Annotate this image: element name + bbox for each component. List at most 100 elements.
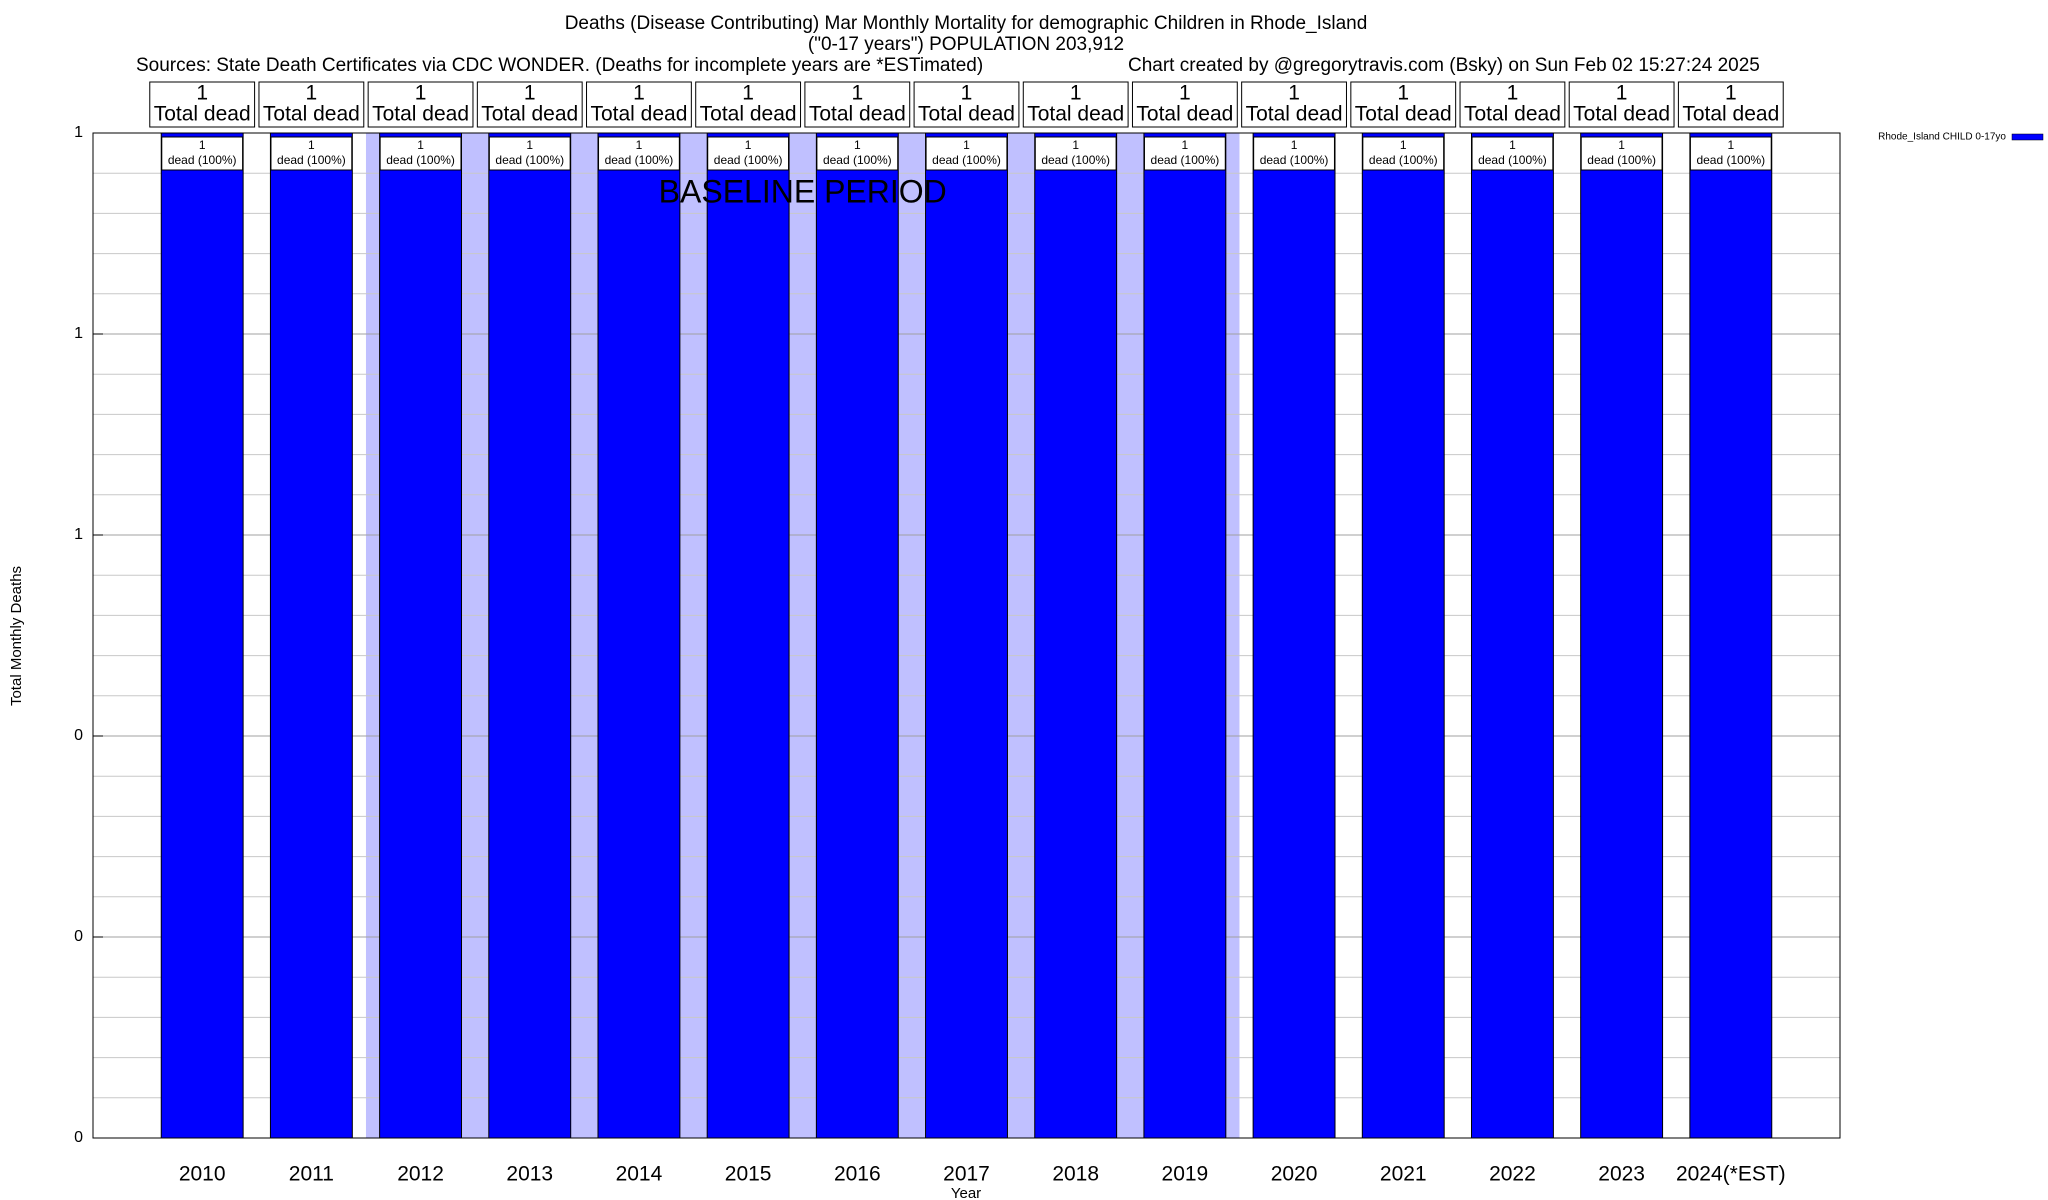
bar bbox=[925, 132, 1008, 1139]
chart-subtitle: ("0-17 years") POPULATION 203,912 bbox=[808, 34, 1124, 55]
bar-label-text: dead (100%) bbox=[1696, 153, 1765, 167]
bar bbox=[706, 132, 790, 1139]
total-value: 1 bbox=[742, 82, 754, 105]
legend-swatch bbox=[2011, 133, 2044, 141]
total-text: Total dead bbox=[809, 103, 906, 126]
bar-label-text: dead (100%) bbox=[386, 153, 455, 167]
bar-label-box bbox=[1034, 136, 1117, 171]
bar-label-box bbox=[816, 136, 899, 171]
bar-label-box bbox=[488, 136, 571, 171]
sources: Sources: State Death Certificates via CD… bbox=[136, 55, 983, 76]
total-value: 1 bbox=[1616, 82, 1628, 105]
y-tick-label: 1 bbox=[74, 124, 83, 141]
x-tick-label: 2011 bbox=[289, 1163, 334, 1186]
total-box bbox=[1459, 81, 1566, 128]
y-tick-label: 0 bbox=[74, 727, 83, 744]
bar-label-text: dead (100%) bbox=[1587, 153, 1656, 167]
y-tick-label: 1 bbox=[74, 526, 83, 543]
bar-label-box bbox=[379, 136, 462, 171]
total-box bbox=[1131, 81, 1238, 128]
bar-label-box bbox=[1143, 136, 1226, 171]
total-text: Total dead bbox=[1464, 103, 1561, 126]
bar-label-text: dead (100%) bbox=[495, 153, 564, 167]
x-tick-label: 2017 bbox=[943, 1163, 990, 1186]
bar bbox=[1470, 132, 1554, 1139]
bar-label-text: dead (100%) bbox=[1260, 153, 1329, 167]
total-value: 1 bbox=[524, 82, 536, 105]
x-tick-label: 2013 bbox=[506, 1163, 553, 1186]
total-text: Total dead bbox=[918, 103, 1015, 126]
total-value: 1 bbox=[415, 82, 427, 105]
total-value: 1 bbox=[633, 82, 645, 105]
total-text: Total dead bbox=[481, 103, 578, 126]
total-box bbox=[476, 81, 583, 128]
bar-label-value: 1 bbox=[1291, 138, 1298, 152]
bar-label-box bbox=[1253, 136, 1335, 171]
total-text: Total dead bbox=[1573, 103, 1670, 126]
x-tick-label: 2019 bbox=[1162, 1163, 1209, 1186]
total-text: Total dead bbox=[1136, 103, 1233, 126]
bar-label-text: dead (100%) bbox=[1041, 153, 1110, 167]
total-box bbox=[1022, 81, 1129, 128]
bar-label-text: dead (100%) bbox=[932, 153, 1001, 167]
total-box bbox=[1241, 81, 1347, 128]
bar-label-text: dead (100%) bbox=[168, 153, 237, 167]
total-text: Total dead bbox=[1355, 103, 1452, 126]
bar bbox=[379, 132, 463, 1139]
x-tick-label: 2010 bbox=[179, 1163, 226, 1186]
bar-label-value: 1 bbox=[1618, 138, 1625, 152]
bar-label-box bbox=[598, 136, 680, 171]
total-box bbox=[913, 81, 1020, 128]
bar bbox=[1034, 132, 1118, 1139]
y-tick-label: 0 bbox=[74, 1129, 83, 1146]
total-value: 1 bbox=[961, 82, 973, 105]
total-box bbox=[695, 81, 802, 128]
x-tick-label: 2021 bbox=[1380, 1163, 1427, 1186]
total-value: 1 bbox=[1288, 82, 1300, 105]
bar-label-box bbox=[161, 136, 244, 171]
x-tick-label: 2016 bbox=[834, 1163, 881, 1186]
total-box bbox=[149, 81, 256, 128]
legend-label: Rhode_Island CHILD 0-17yo bbox=[1878, 132, 2006, 143]
credit: Chart created by @gregorytravis.com (Bsk… bbox=[1128, 55, 1760, 76]
total-value: 1 bbox=[851, 82, 863, 105]
total-value: 1 bbox=[1507, 82, 1519, 105]
total-value: 1 bbox=[1179, 82, 1191, 105]
total-value: 1 bbox=[306, 82, 318, 105]
bar-label-value: 1 bbox=[1400, 138, 1407, 152]
x-tick-label: 2020 bbox=[1271, 1163, 1318, 1186]
bar bbox=[1252, 132, 1336, 1139]
total-box bbox=[258, 81, 365, 128]
total-box bbox=[804, 81, 911, 128]
bar-label-value: 1 bbox=[199, 138, 206, 152]
total-value: 1 bbox=[196, 82, 208, 105]
total-text: Total dead bbox=[1027, 103, 1124, 126]
total-text: Total dead bbox=[1246, 103, 1343, 126]
bar-label-value: 1 bbox=[745, 138, 752, 152]
bar-label-box bbox=[925, 136, 1008, 171]
x-axis-label: Year bbox=[951, 1185, 981, 1200]
x-tick-label: 2015 bbox=[725, 1163, 772, 1186]
bar-label-text: dead (100%) bbox=[605, 153, 674, 167]
bar bbox=[1361, 132, 1445, 1139]
total-text: Total dead bbox=[590, 103, 687, 126]
baseline-label: BASELINE PERIOD bbox=[659, 173, 947, 209]
bar-label-text: dead (100%) bbox=[1151, 153, 1220, 167]
plot-frame bbox=[92, 132, 1841, 1139]
bar-label-box bbox=[1580, 136, 1663, 171]
bar-label-box bbox=[707, 136, 790, 171]
total-text: Total dead bbox=[700, 103, 797, 126]
bar-label-value: 1 bbox=[1509, 138, 1516, 152]
y-axis-label: Total Monthly Deaths bbox=[8, 566, 25, 706]
total-box bbox=[1350, 81, 1457, 128]
bar bbox=[1143, 132, 1227, 1139]
bar-label-box bbox=[1689, 136, 1772, 171]
bar-label-text: dead (100%) bbox=[823, 153, 892, 167]
total-box bbox=[367, 81, 474, 128]
bar-label-value: 1 bbox=[636, 138, 643, 152]
bar bbox=[597, 132, 681, 1139]
bar-label-value: 1 bbox=[1072, 138, 1079, 152]
total-value: 1 bbox=[1397, 82, 1409, 105]
